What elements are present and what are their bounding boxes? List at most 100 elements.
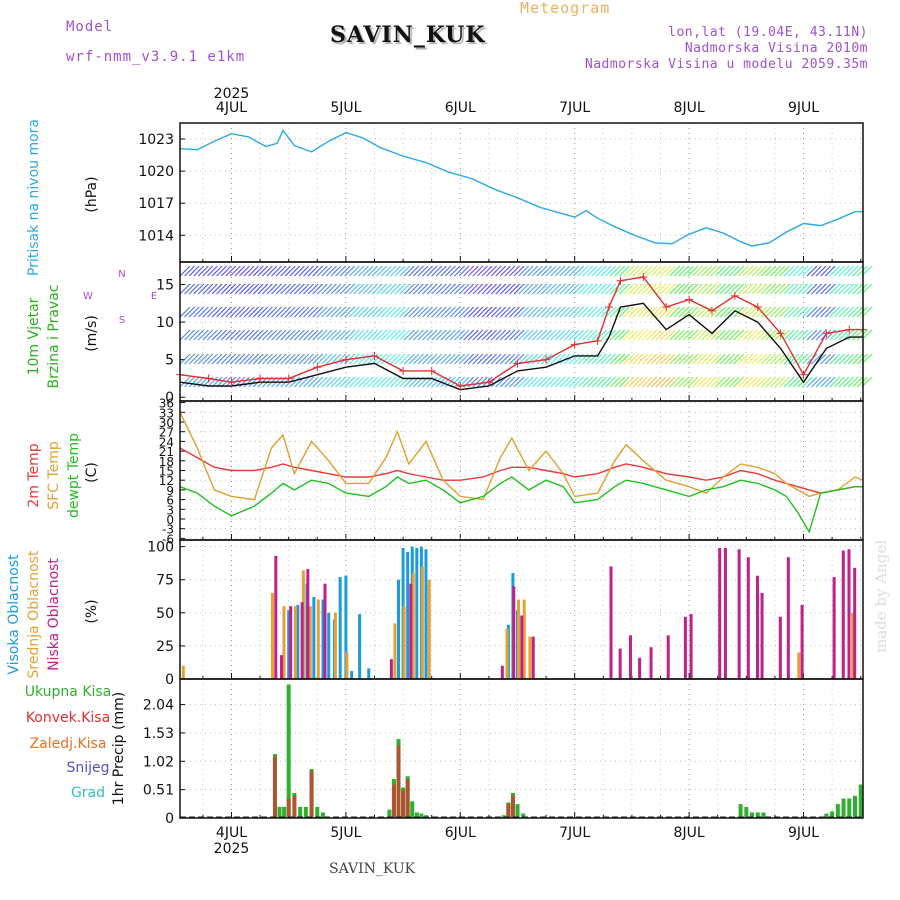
- wind-barb: [431, 329, 443, 341]
- wind-barb: [266, 353, 278, 365]
- wind-barb: [669, 306, 681, 318]
- wind-barb: [614, 283, 626, 295]
- wind-barb: [197, 353, 209, 365]
- wind-barb: [229, 306, 241, 318]
- wind-barb: [431, 306, 443, 318]
- wind-barb: [586, 283, 598, 295]
- wind-barb: [788, 265, 800, 277]
- wind-barb: [774, 329, 786, 341]
- wind-barb: [477, 265, 488, 277]
- series-bar-precip: [272, 756, 277, 818]
- series-bar-cloud: [271, 592, 275, 679]
- y-series-label: Pritisak na nivou mora: [26, 119, 42, 276]
- wind-barb: [440, 265, 452, 277]
- series-bar-precip: [515, 804, 520, 818]
- y-series-label: dewpt Temp: [66, 433, 82, 518]
- top-day-label: 5JUL: [330, 100, 361, 116]
- wind-barb: [321, 329, 333, 341]
- wind-barb: [197, 265, 209, 277]
- wind-barb: [678, 329, 690, 341]
- wind-barb: [605, 329, 617, 341]
- wind-barb: [477, 329, 488, 341]
- wind-barb: [348, 283, 360, 295]
- wind-barb: [390, 376, 401, 388]
- wind-barb: [527, 283, 539, 295]
- wind-barb: [669, 353, 681, 365]
- wind-barb: [431, 283, 443, 295]
- wind-barb: [229, 329, 241, 341]
- wind-barb: [202, 353, 214, 365]
- wind-barb: [220, 353, 232, 365]
- series-bar-cloud: [327, 612, 331, 679]
- wind-barb: [623, 306, 635, 318]
- wind-barb: [655, 265, 667, 277]
- wind-barb: [623, 265, 635, 277]
- wind-barb: [637, 306, 649, 318]
- series-bar-cloud: [797, 652, 801, 679]
- wind-barb: [422, 353, 433, 365]
- wind-barb: [751, 306, 763, 318]
- wind-barb: [673, 329, 685, 341]
- wind-barb: [742, 283, 754, 295]
- wind-barb: [527, 265, 539, 277]
- wind-barb: [605, 353, 617, 365]
- wind-barb: [435, 283, 447, 295]
- wind-barb: [628, 306, 639, 318]
- wind-barb: [220, 306, 232, 318]
- wind-barb: [710, 265, 722, 277]
- wind-barb: [417, 353, 429, 365]
- wind-barb: [408, 265, 420, 277]
- bottom-day-label: 9JUL: [788, 825, 819, 841]
- wind-barb: [225, 283, 237, 295]
- wind-barb: [591, 376, 603, 388]
- y-series-label: Srednja Oblacnost: [26, 550, 42, 678]
- wind-barb: [252, 283, 264, 295]
- wind-barb: [312, 329, 324, 341]
- wind-barb: [261, 283, 273, 295]
- wind-barb: [193, 376, 205, 388]
- series-bar-cloud: [393, 623, 397, 679]
- wind-barb: [426, 353, 438, 365]
- series-bar-cloud: [520, 615, 524, 679]
- wind-barb: [348, 265, 360, 277]
- wind-barb: [724, 376, 735, 388]
- wind-barb: [655, 376, 667, 388]
- wind-barb: [335, 306, 347, 318]
- precip-legend-label: Zaledj.Kisa: [30, 736, 107, 752]
- wind-barb: [728, 329, 740, 341]
- wind-barb: [737, 376, 749, 388]
- wind-barb: [463, 353, 475, 365]
- wind-barb: [188, 376, 200, 388]
- wind-barb: [371, 376, 383, 388]
- wind-barb: [600, 376, 612, 388]
- wind-barb: [426, 376, 438, 388]
- wind-barb: [431, 376, 443, 388]
- wind-barb: [714, 353, 726, 365]
- y-tick-label: 3: [166, 503, 174, 517]
- wind-barb: [705, 283, 717, 295]
- wind-barb: [348, 329, 360, 341]
- wind-barb: [225, 353, 237, 365]
- wind-barb: [582, 283, 594, 295]
- wind-barb: [408, 329, 420, 341]
- wind-barb: [344, 283, 356, 295]
- y-series-label: 10m Vjetar: [26, 297, 42, 375]
- series-bar-cloud: [522, 599, 526, 679]
- wind-barb: [692, 306, 703, 318]
- wind-barb: [403, 329, 415, 341]
- y-tick-label: 1023: [138, 132, 174, 148]
- wind-barb: [541, 265, 552, 277]
- wind-barb: [596, 283, 607, 295]
- wind-barb: [289, 353, 301, 365]
- y-tick-label: 21: [159, 445, 174, 459]
- wind-barb: [747, 283, 758, 295]
- wind-barb: [362, 283, 374, 295]
- wind-barb: [756, 376, 768, 388]
- wind-barb: [522, 283, 534, 295]
- wind-barb: [701, 376, 713, 388]
- wind-barb: [257, 329, 269, 341]
- wind-barb: [541, 306, 552, 318]
- wind-barb: [779, 265, 790, 277]
- wind-barb: [783, 376, 795, 388]
- wind-barb: [737, 283, 749, 295]
